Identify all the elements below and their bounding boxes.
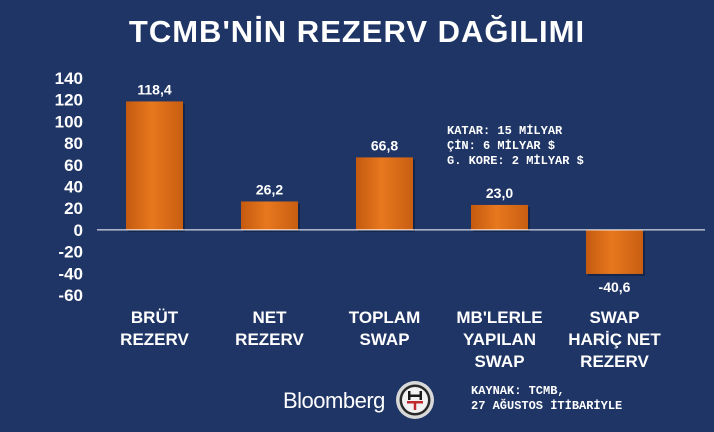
annotation-line: G. KORE: 2 MİLYAR $ [447,154,584,168]
data-label: 66,8 [371,137,398,153]
chart-title: TCMB'NİN REZERV DAĞILIMI [128,14,586,49]
category-label: REZERV [120,330,189,349]
bloomberg-logo: Bloomberg [283,388,385,413]
y-tick-label: 100 [55,112,83,131]
annotation-line: KATAR: 15 MİLYAR [447,124,563,138]
category-label: NET [253,308,288,327]
data-label: 23,0 [486,185,513,201]
data-label: 118,4 [137,81,171,97]
source-note: KAYNAK: TCMB, 27 AĞUSTOS İTİBARİYLE [471,384,622,414]
category-label: REZERV [235,330,304,349]
data-labels: 118,4 26,2 66,8 23,0 -40,6 [137,81,630,295]
category-label: HARİÇ NET [568,330,661,349]
data-label: 26,2 [256,181,283,197]
y-tick-label: 140 [55,69,83,88]
category-label: SWAP [589,308,639,327]
y-tick-label: 40 [64,178,83,197]
bar [126,101,183,230]
y-tick-label: -20 [58,243,83,262]
category-label: SWAP [474,352,524,371]
category-labels: BRÜT REZERV NET REZERV TOPLAM SWAP MB'LERLE YAP… [120,308,661,371]
swap-annotation: KATAR: 15 MİLYAR ÇİN: 6 MİLYAR $ G. KORE… [447,124,584,169]
category-label: SWAP [359,330,409,349]
y-tick-label: 20 [64,199,83,218]
bar [471,204,528,230]
category-label: REZERV [580,352,649,371]
category-label: TOPLAM [349,308,420,327]
bar [586,229,643,274]
y-tick-label: -60 [58,286,83,305]
y-tick-label: -40 [58,264,83,283]
bar [356,157,413,230]
y-tick-label: 60 [64,156,83,175]
category-label: MB'LERLE [456,308,542,327]
y-tick-label: 80 [64,134,83,153]
data-label: -40,6 [599,279,631,295]
bars [126,101,645,276]
category-label: YAPILAN [463,330,536,349]
category-label: BRÜT [131,308,179,327]
annotation-line: ÇİN: 6 MİLYAR $ [447,139,556,153]
ht-logo-icon [396,381,434,419]
bar [241,201,298,230]
y-axis-ticks: 140 120 100 80 60 40 20 0 -20 -40 -60 [55,69,83,305]
y-tick-label: 0 [74,221,83,240]
source-line: KAYNAK: TCMB, [471,384,565,398]
y-tick-label: 120 [55,91,83,110]
source-line: 27 AĞUSTOS İTİBARİYLE [471,399,623,413]
